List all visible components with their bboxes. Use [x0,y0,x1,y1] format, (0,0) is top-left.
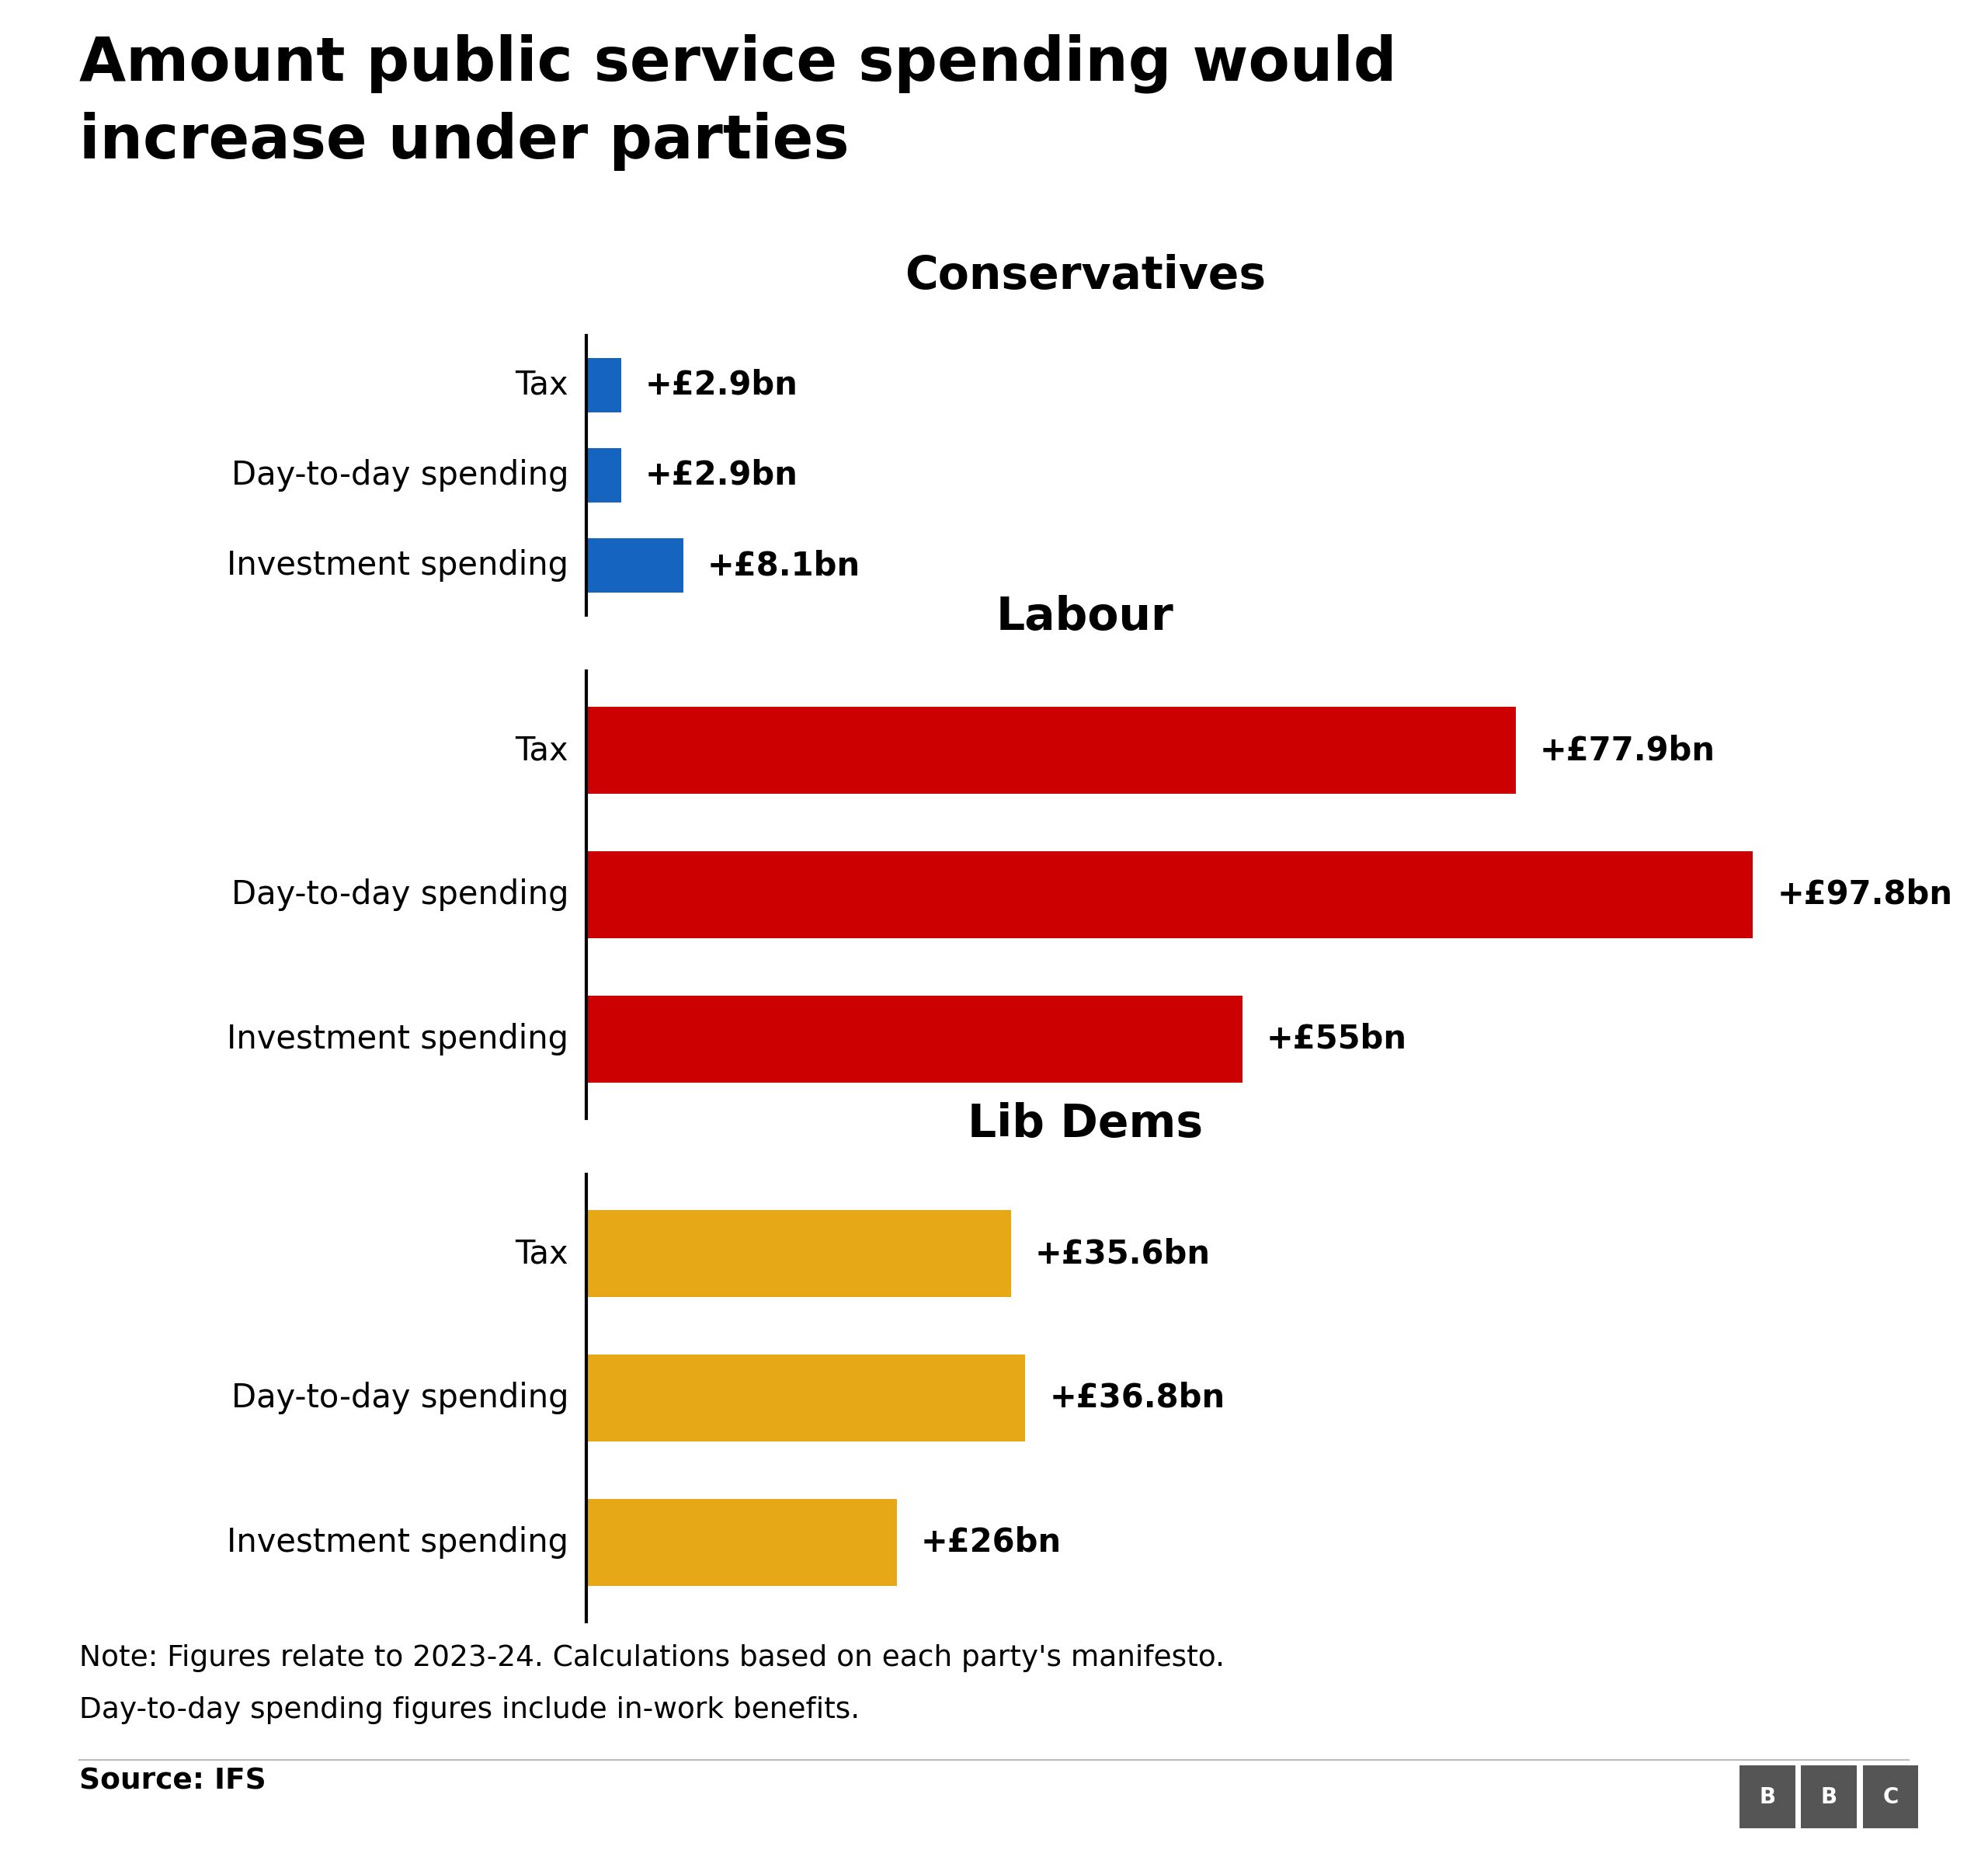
Bar [586,358,620,412]
Text: C: C [1883,1786,1899,1808]
Bar [586,1499,897,1586]
Bar [586,1355,1026,1441]
Text: Investment spending: Investment spending [227,1527,569,1558]
Text: +£2.9bn: +£2.9bn [644,369,797,401]
Bar [586,1210,1012,1297]
Text: +£8.1bn: +£8.1bn [708,550,861,582]
Text: Tax: Tax [515,1238,569,1269]
Bar [586,995,1242,1083]
Text: +£35.6bn: +£35.6bn [1036,1238,1211,1269]
Text: Amount public service spending would: Amount public service spending would [80,34,1398,93]
Bar [586,706,1515,794]
Text: +£26bn: +£26bn [920,1527,1062,1558]
Text: +£77.9bn: +£77.9bn [1539,734,1716,766]
Bar [586,539,684,593]
Text: Labour: Labour [996,595,1173,639]
Text: +£36.8bn: +£36.8bn [1050,1381,1225,1415]
Text: Day-to-day spending: Day-to-day spending [231,459,569,492]
Text: Day-to-day spending figures include in-work benefits.: Day-to-day spending figures include in-w… [80,1696,861,1724]
Text: +£97.8bn: +£97.8bn [1777,878,1952,911]
Text: Conservatives: Conservatives [905,254,1266,298]
Text: Note: Figures relate to 2023-24. Calculations based on each party's manifesto.: Note: Figures relate to 2023-24. Calcula… [80,1644,1225,1672]
Text: +£2.9bn: +£2.9bn [644,459,797,492]
Text: Investment spending: Investment spending [227,550,569,582]
Text: Tax: Tax [515,369,569,401]
Bar [586,852,1753,938]
Text: +£55bn: +£55bn [1266,1023,1408,1055]
Text: increase under parties: increase under parties [80,112,849,171]
Text: Lib Dems: Lib Dems [968,1102,1203,1146]
Text: Day-to-day spending: Day-to-day spending [231,878,569,911]
Bar [586,447,620,503]
Text: B: B [1759,1786,1775,1808]
Text: Investment spending: Investment spending [227,1023,569,1055]
Text: Day-to-day spending: Day-to-day spending [231,1381,569,1415]
Text: B: B [1821,1786,1837,1808]
Text: Source: IFS: Source: IFS [80,1767,266,1795]
Text: Tax: Tax [515,734,569,766]
